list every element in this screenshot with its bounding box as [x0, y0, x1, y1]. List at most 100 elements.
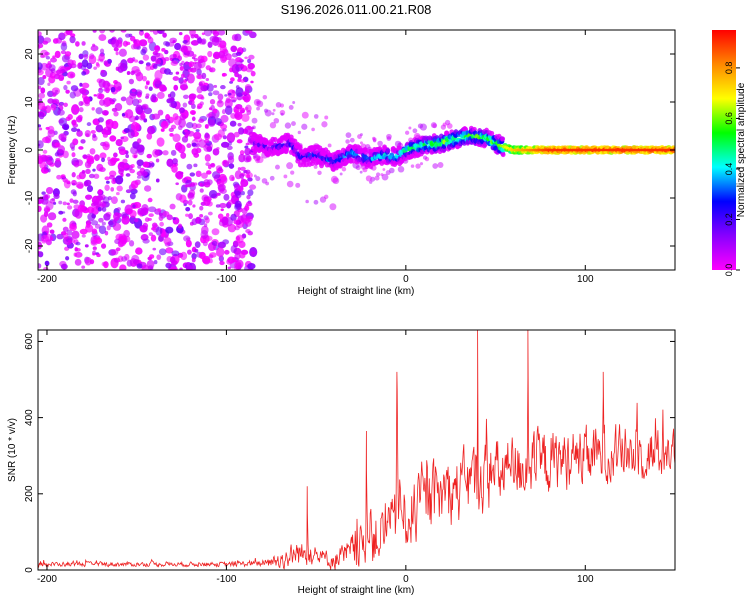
heatmap-noise-cell — [91, 107, 95, 111]
heatmap-noise-cell — [194, 136, 203, 143]
heatmap-noise-cell — [329, 203, 337, 211]
heatmap-noise-cell — [221, 72, 226, 77]
heatmap-noise-cell — [175, 71, 180, 75]
heatmap-y-tick-label: 0 — [24, 147, 35, 153]
heatmap-noise-cell — [148, 232, 153, 236]
heatmap-noise-cell — [47, 168, 51, 173]
heatmap-noise-cell — [159, 84, 167, 92]
heatmap-noise-cell — [205, 77, 210, 82]
heatmap-noise-cell — [66, 229, 73, 236]
heatmap-noise-cell — [73, 161, 80, 168]
heatmap-noise-cell — [58, 200, 63, 205]
heatmap-noise-cell — [81, 41, 86, 46]
heatmap-x-label: Height of straight line (km) — [298, 286, 415, 297]
heatmap-noise-cell — [168, 127, 174, 133]
heatmap-noise-cell — [70, 85, 79, 92]
heatmap-noise-cell — [42, 149, 48, 154]
heatmap-noise-cell — [236, 139, 243, 144]
heatmap-noise-cell — [56, 233, 64, 240]
heatmap-noise-cell — [247, 262, 256, 270]
heatmap-noise-cell — [170, 149, 177, 156]
heatmap-noise-cell — [244, 56, 248, 60]
heatmap-noise-cell — [45, 126, 50, 130]
heatmap-noise-cell — [60, 42, 68, 51]
heatmap-noise-cell — [56, 69, 62, 75]
heatmap-noise-cell — [72, 199, 79, 204]
heatmap-noise-cell — [227, 92, 232, 96]
heatmap-noise-cell — [188, 100, 193, 105]
heatmap-noise-cell — [54, 152, 60, 157]
heatmap-noise-cell — [55, 89, 59, 93]
heatmap-ridge-cell — [350, 158, 356, 164]
heatmap-noise-cell — [292, 101, 296, 105]
heatmap-y-tick-label: -10 — [24, 190, 35, 205]
heatmap-noise-cell — [179, 267, 183, 270]
heatmap-noise-cell — [109, 30, 115, 33]
heatmap-noise-cell — [97, 189, 103, 195]
colorbar: 0.0 0.2 0.4 0.6 0.8 Normalized spectral ampl… — [712, 30, 747, 276]
heatmap-noise-cell — [129, 35, 136, 42]
heatmap-noise-cell — [180, 251, 188, 261]
heatmap-noise-cell — [193, 61, 202, 70]
heatmap-noise-cell — [248, 54, 255, 60]
heatmap-noise-cell — [272, 108, 276, 112]
heatmap-noise-cell — [102, 196, 110, 204]
heatmap-noise-cell — [214, 118, 222, 126]
heatmap-noise-cell — [95, 124, 104, 133]
heatmap-noise-cell — [230, 213, 237, 221]
heatmap-noise-cell — [189, 30, 196, 37]
heatmap-noise-cell — [186, 130, 195, 137]
heatmap-noise-cell — [95, 62, 100, 67]
snr-y-tick-label: 600 — [24, 333, 35, 350]
heatmap-noise-cell — [244, 145, 249, 149]
heatmap-noise-cell — [100, 69, 105, 74]
heatmap-noise-cell — [172, 158, 178, 165]
heatmap-noise-cell — [61, 54, 70, 63]
heatmap-noise-cell — [63, 124, 69, 130]
heatmap-noise-cell — [125, 189, 132, 194]
heatmap-noise-cell — [62, 201, 67, 206]
heatmap-noise-cell — [69, 198, 74, 203]
heatmap-noise-cell — [196, 94, 204, 100]
heatmap-noise-cell — [68, 239, 73, 243]
heatmap-noise-cell — [136, 175, 142, 179]
heatmap-noise-cell — [217, 93, 224, 101]
heatmap-noise-cell — [207, 41, 213, 48]
heatmap-noise-cell — [172, 76, 180, 82]
heatmap-noise-cell — [48, 75, 56, 84]
heatmap-noise-cell — [186, 265, 193, 270]
heatmap-noise-cell — [221, 56, 228, 62]
heatmap-noise-cell — [38, 69, 44, 76]
heatmap-noise-cell — [93, 173, 100, 179]
heatmap-noise-cell — [76, 130, 83, 137]
heatmap-noise-cell — [241, 207, 248, 215]
heatmap-noise-cell — [145, 93, 150, 97]
heatmap-noise-cell — [212, 30, 219, 35]
snr-panel: -200 -100 0 100 0 200 400 600 Height of straig… — [7, 329, 676, 596]
heatmap-noise-cell — [211, 228, 220, 236]
heatmap-noise-cell — [104, 176, 110, 181]
snr-x-ticks: -200 -100 0 100 — [37, 330, 594, 585]
heatmap-noise-cell — [75, 41, 80, 47]
heatmap-noise-cell — [234, 261, 242, 270]
heatmap-noise-cell — [98, 87, 102, 91]
heatmap-noise-cell — [54, 159, 62, 168]
heatmap-noise-cell — [238, 64, 243, 68]
heatmap-noise-cell — [247, 62, 255, 70]
heatmap-noise-cell — [142, 238, 150, 244]
heatmap-noise-cell — [233, 219, 240, 225]
heatmap-noise-cell — [134, 218, 139, 223]
heatmap-noise-cell — [99, 30, 106, 34]
heatmap-noise-cell — [227, 266, 232, 270]
heatmap-noise-cell — [301, 123, 308, 130]
heatmap-noise-cell — [76, 128, 81, 132]
colorbar-tick-label: 0.8 — [724, 62, 734, 75]
heatmap-noise-cell — [63, 84, 68, 91]
heatmap-noise-cell — [382, 168, 386, 171]
heatmap-noise-cell — [80, 101, 85, 106]
heatmap-noise-cell — [432, 123, 438, 129]
heatmap-noise-cell — [189, 172, 196, 177]
heatmap-noise-cell — [84, 129, 91, 138]
heatmap-noise-cell — [191, 253, 197, 260]
heatmap-noise-cell — [84, 256, 92, 266]
